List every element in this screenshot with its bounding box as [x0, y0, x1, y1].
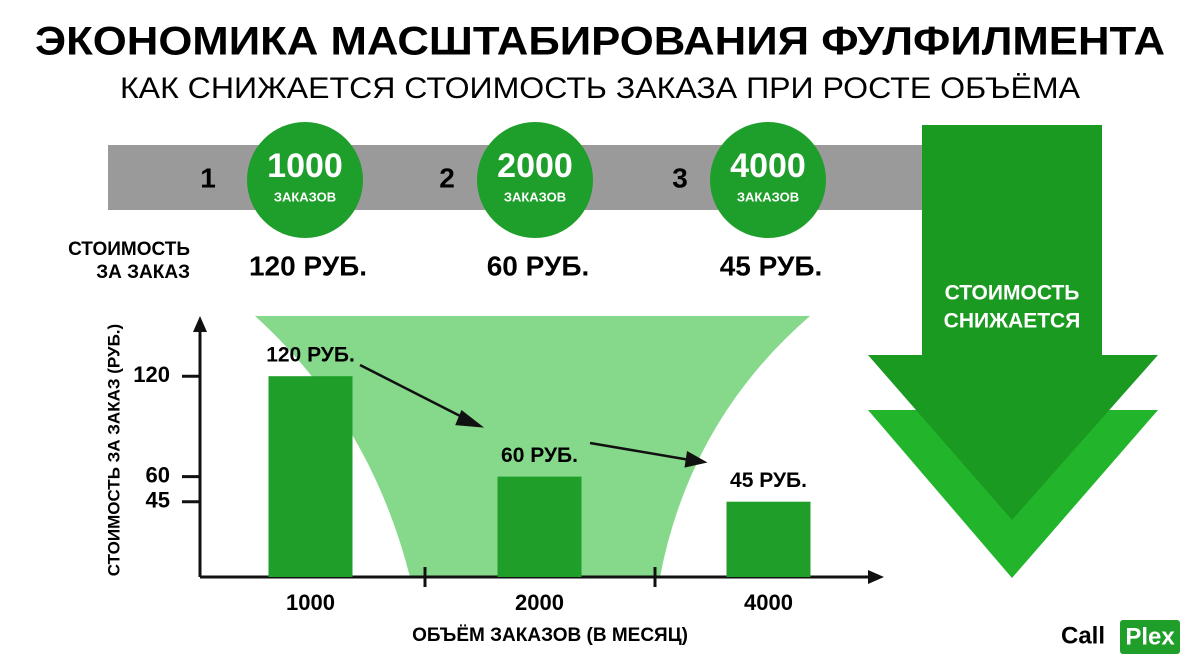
- step-cost: 60 РУБ.: [487, 250, 590, 281]
- bar: [268, 376, 353, 577]
- step-number: 2: [439, 162, 455, 193]
- step-unit: ЗАКАЗОВ: [274, 189, 336, 204]
- y-axis-title: СТОИМОСТЬ ЗА ЗАКАЗ (РУБ.): [104, 324, 123, 576]
- brand: Plex: [1125, 623, 1175, 650]
- y-tick-label: 60: [146, 462, 170, 487]
- step-orders: 2000: [497, 147, 573, 185]
- cost-label: ЗА ЗАКАЗ: [96, 262, 190, 283]
- arrow-label: СТОИМОСТЬ: [945, 282, 1080, 305]
- y-tick-label: 120: [133, 362, 170, 387]
- value-label: 45 РУБ.: [730, 469, 807, 492]
- trend-arrows: [359, 363, 708, 468]
- step-cost: 120 РУБ.: [249, 250, 367, 281]
- x-axis-title: ОБЪЁМ ЗАКАЗОВ (В МЕСЯЦ): [412, 625, 688, 646]
- x-tick-label: 2000: [515, 590, 564, 615]
- x-axis-arrow: [868, 570, 884, 584]
- step-orders: 1000: [267, 147, 343, 185]
- step-cost: 45 РУБ.: [720, 250, 823, 281]
- bar: [726, 501, 811, 577]
- step-circle: [477, 122, 593, 238]
- y-tick-label: 45: [146, 488, 170, 513]
- big-arrow: [868, 125, 1158, 520]
- y-axis-arrow: [193, 316, 207, 332]
- step-number: 1: [200, 162, 216, 193]
- step-number: 3: [672, 162, 688, 193]
- value-label: 60 РУБ.: [501, 444, 578, 467]
- step-circle: [247, 122, 363, 238]
- step-orders: 4000: [730, 147, 806, 185]
- x-tick-label: 1000: [286, 590, 335, 615]
- value-label: 120 РУБ.: [266, 344, 355, 367]
- step-unit: ЗАКАЗОВ: [504, 189, 566, 204]
- title: ЭКОНОМИКА МАСШТАБИРОВАНИЯ ФУЛФИЛМЕНТА: [35, 20, 1165, 64]
- step-circle: [710, 122, 826, 238]
- cost-label: СТОИМОСТЬ: [68, 239, 190, 260]
- brand-box: [1120, 620, 1180, 654]
- step-unit: ЗАКАЗОВ: [737, 189, 799, 204]
- x-tick-label: 4000: [744, 590, 793, 615]
- brand: Call: [1061, 622, 1105, 649]
- bar: [497, 476, 582, 577]
- subtitle: КАК СНИЖАЕТСЯ СТОИМОСТЬ ЗАКАЗА ПРИ РОСТЕ…: [120, 72, 1080, 105]
- arrow-label: СНИЖАЕТСЯ: [944, 310, 1081, 333]
